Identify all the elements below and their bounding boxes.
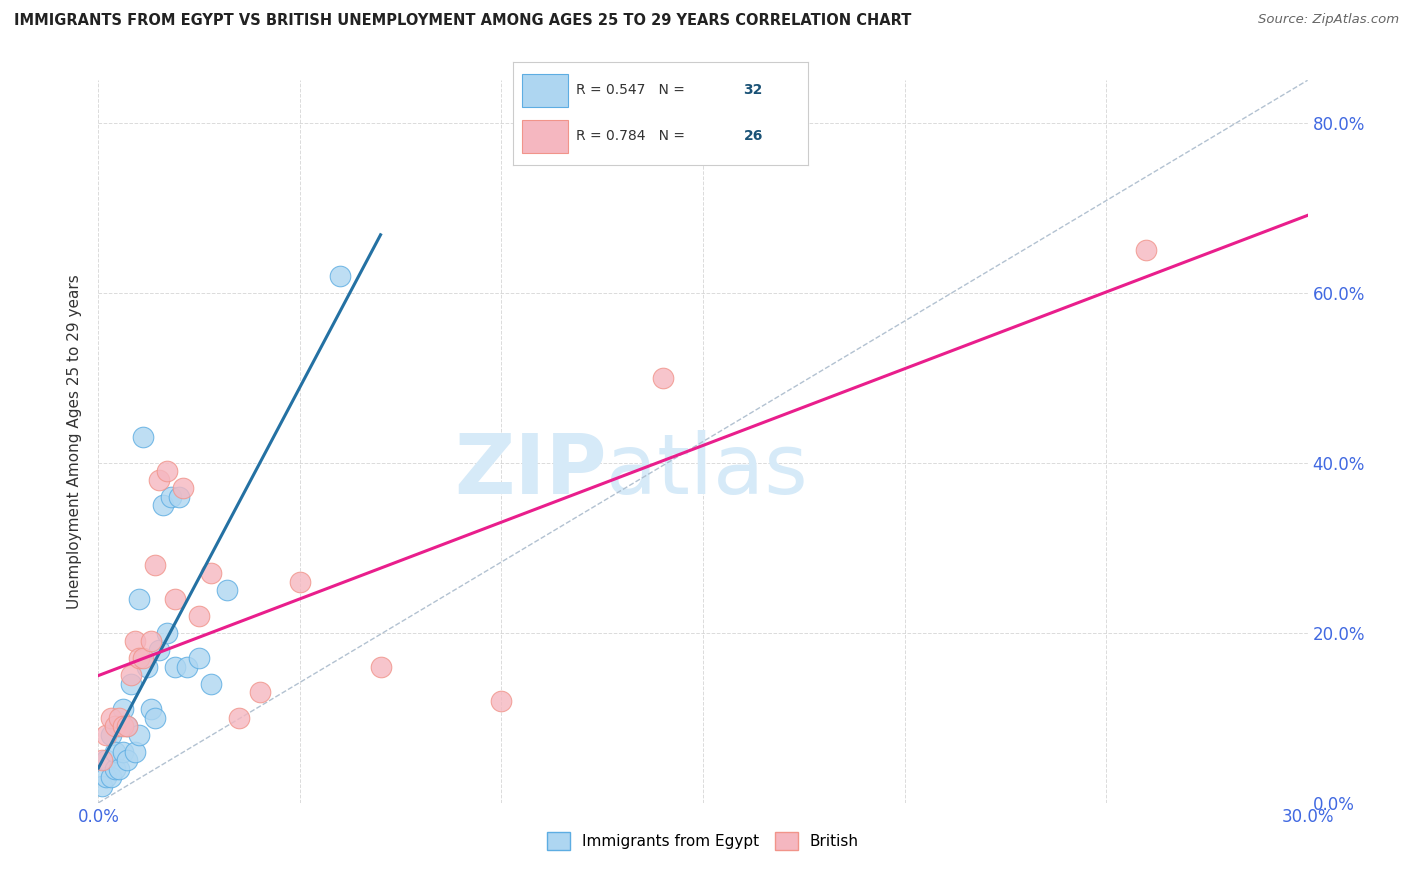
British	[491, 694, 513, 708]
British	[156, 464, 179, 478]
Immigrants from Egypt	[128, 728, 150, 742]
British	[103, 719, 125, 733]
Immigrants from Egypt	[329, 268, 352, 283]
Immigrants from Egypt	[96, 770, 118, 784]
British	[172, 481, 194, 495]
British	[111, 719, 134, 733]
British	[100, 711, 122, 725]
British	[124, 634, 146, 648]
Immigrants from Egypt	[111, 702, 134, 716]
Immigrants from Egypt	[135, 660, 157, 674]
Immigrants from Egypt	[200, 677, 222, 691]
Bar	[522, 120, 568, 153]
Text: R = 0.547   N =: R = 0.547 N =	[576, 83, 689, 97]
British	[228, 711, 250, 725]
Immigrants from Egypt	[115, 719, 138, 733]
British	[91, 753, 114, 767]
Text: 26: 26	[744, 129, 763, 144]
Immigrants from Egypt	[143, 711, 166, 725]
Y-axis label: Unemployment Among Ages 25 to 29 years: Unemployment Among Ages 25 to 29 years	[67, 274, 83, 609]
Immigrants from Egypt	[217, 583, 239, 598]
Immigrants from Egypt	[128, 591, 150, 606]
Text: R = 0.784   N =: R = 0.784 N =	[576, 129, 690, 144]
British	[96, 728, 118, 742]
British	[143, 558, 166, 572]
Immigrants from Egypt	[176, 660, 198, 674]
Text: atlas: atlas	[606, 430, 808, 511]
Text: ZIP: ZIP	[454, 430, 606, 511]
Immigrants from Egypt	[163, 660, 186, 674]
British	[163, 591, 186, 606]
Immigrants from Egypt	[103, 745, 125, 759]
Immigrants from Egypt	[107, 719, 129, 733]
Immigrants from Egypt	[107, 762, 129, 776]
British	[200, 566, 222, 581]
Immigrants from Egypt	[124, 745, 146, 759]
Immigrants from Egypt	[188, 651, 211, 665]
Immigrants from Egypt	[115, 753, 138, 767]
Immigrants from Egypt	[167, 490, 190, 504]
Immigrants from Egypt	[120, 677, 142, 691]
British	[651, 371, 673, 385]
British	[288, 574, 311, 589]
Immigrants from Egypt	[96, 753, 118, 767]
Immigrants from Egypt	[100, 770, 122, 784]
Text: Source: ZipAtlas.com: Source: ZipAtlas.com	[1258, 13, 1399, 27]
British	[107, 711, 129, 725]
British	[115, 719, 138, 733]
Text: 32: 32	[744, 83, 763, 97]
Immigrants from Egypt	[91, 779, 114, 793]
British	[249, 685, 271, 699]
British	[139, 634, 162, 648]
British	[370, 660, 392, 674]
Immigrants from Egypt	[139, 702, 162, 716]
Immigrants from Egypt	[148, 642, 170, 657]
British	[132, 651, 155, 665]
Immigrants from Egypt	[132, 430, 155, 444]
British	[120, 668, 142, 682]
British	[148, 473, 170, 487]
British	[1135, 244, 1157, 258]
Text: IMMIGRANTS FROM EGYPT VS BRITISH UNEMPLOYMENT AMONG AGES 25 TO 29 YEARS CORRELAT: IMMIGRANTS FROM EGYPT VS BRITISH UNEMPLO…	[14, 13, 911, 29]
British	[188, 608, 211, 623]
Immigrants from Egypt	[160, 490, 183, 504]
Legend: Immigrants from Egypt, British: Immigrants from Egypt, British	[541, 826, 865, 856]
Immigrants from Egypt	[103, 762, 125, 776]
Bar	[522, 74, 568, 106]
Immigrants from Egypt	[156, 625, 179, 640]
British	[128, 651, 150, 665]
Immigrants from Egypt	[152, 498, 174, 512]
Immigrants from Egypt	[100, 728, 122, 742]
Immigrants from Egypt	[111, 745, 134, 759]
